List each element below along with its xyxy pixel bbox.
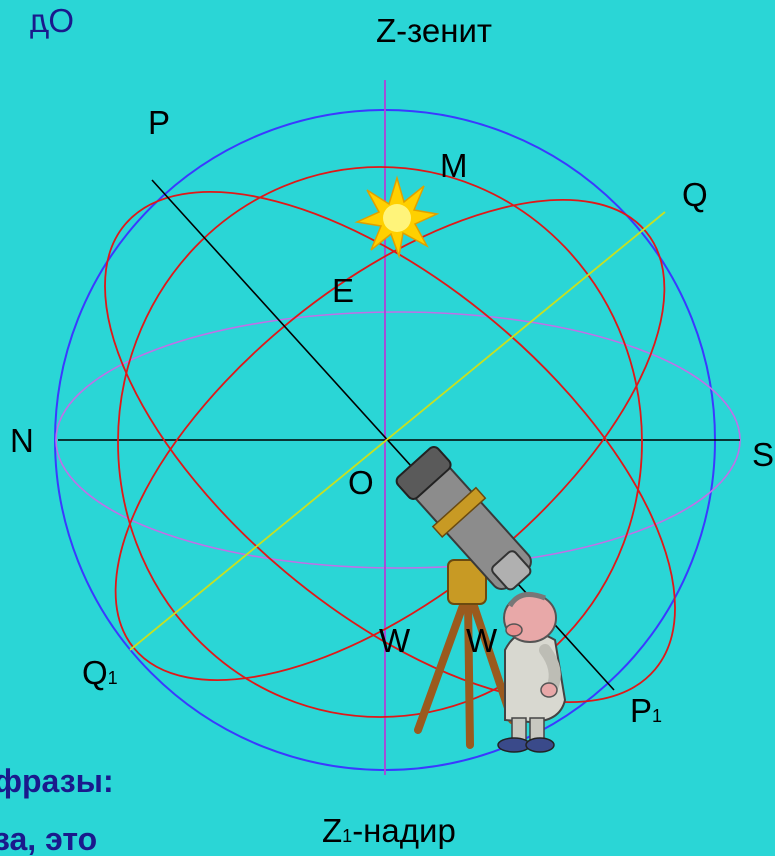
bottom-left-partial: за, это	[0, 821, 97, 856]
label-nadir: Z1-надир	[322, 812, 456, 849]
label-w: W	[379, 622, 411, 659]
label-p1: P1	[630, 692, 662, 729]
label-nadir-letter: Z	[322, 812, 342, 849]
label-q1-subscript: 1	[108, 668, 118, 688]
great-circle-red-3	[117, 166, 643, 718]
svg-text:Од: Од	[30, 2, 74, 39]
top-left-mirrored-text: Од	[30, 2, 74, 39]
label-p: P	[148, 104, 170, 141]
label-nadir-subscript: 1	[342, 826, 352, 846]
label-nadir-word: -надир	[352, 812, 456, 849]
label-q1: Q1	[82, 654, 118, 691]
label-p1-letter: P	[630, 692, 652, 729]
astronomer-with-telescope-icon	[395, 445, 567, 753]
label-o: O	[348, 464, 374, 501]
label-s: S	[752, 436, 774, 473]
sun-icon	[354, 175, 440, 259]
label-e: E	[332, 272, 354, 309]
bottom-left-phrase: фразы:	[0, 763, 114, 799]
label-p1-subscript: 1	[652, 706, 662, 726]
equator-axis-q-q1	[129, 211, 666, 651]
label-m: M	[440, 147, 468, 184]
great-circle-red-2	[104, 191, 676, 703]
label-n: N	[10, 422, 34, 459]
label-w-partial: W	[466, 622, 498, 659]
label-q1-letter: Q	[82, 654, 108, 691]
label-q: Q	[682, 176, 708, 213]
label-zenith: Z-зенит	[376, 12, 492, 49]
